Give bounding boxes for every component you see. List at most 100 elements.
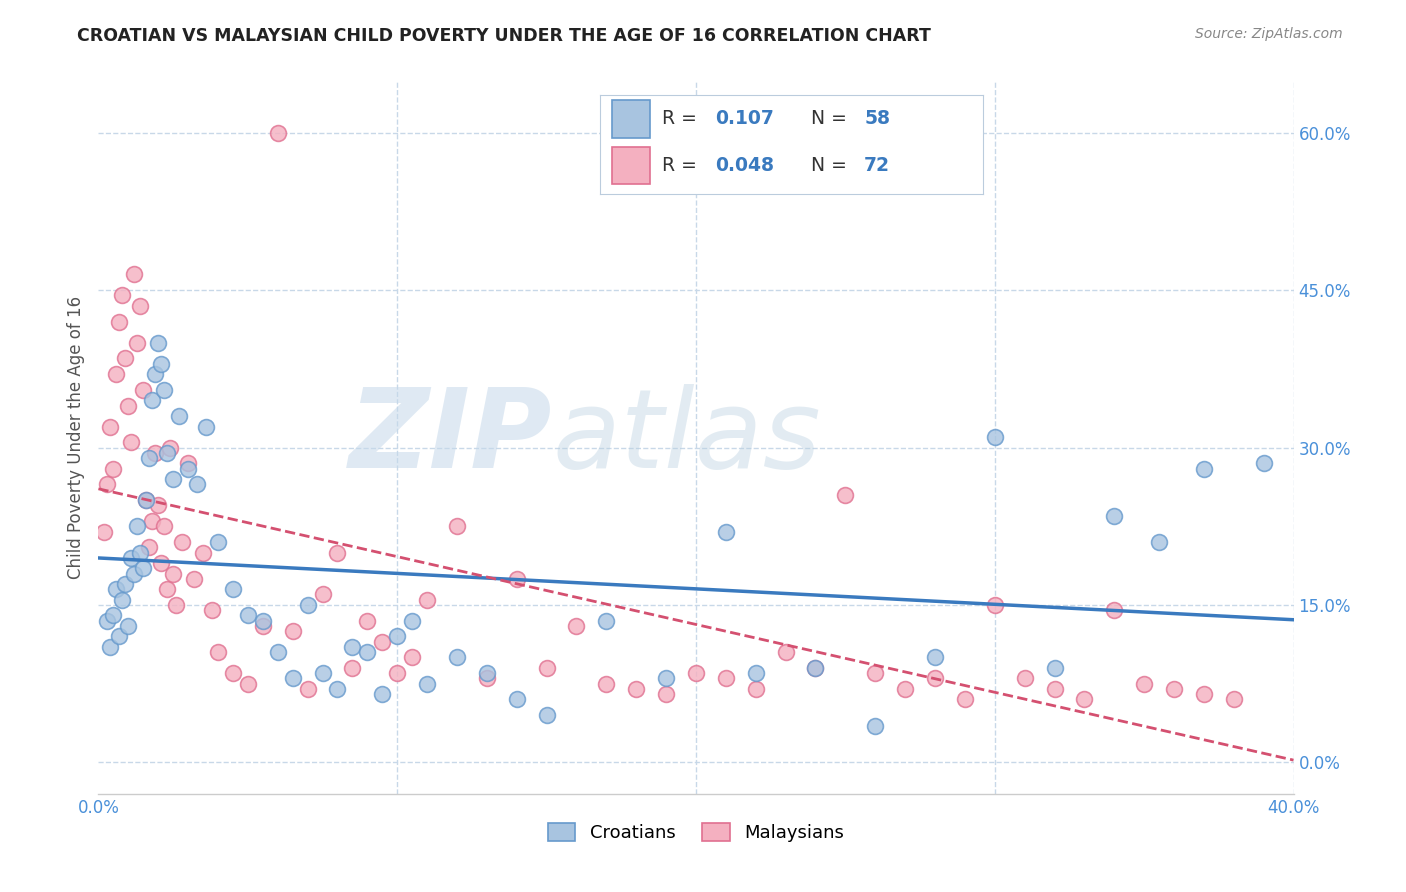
Point <box>775 645 797 659</box>
Point <box>1192 461 1215 475</box>
Point <box>371 687 394 701</box>
Point <box>98 419 122 434</box>
Point <box>446 650 468 665</box>
Point <box>114 577 136 591</box>
Point <box>103 608 125 623</box>
Point <box>1147 535 1170 549</box>
Text: CROATIAN VS MALAYSIAN CHILD POVERTY UNDER THE AGE OF 16 CORRELATION CHART: CROATIAN VS MALAYSIAN CHILD POVERTY UNDE… <box>77 27 931 45</box>
Point <box>475 666 498 681</box>
Point <box>745 681 768 696</box>
Point <box>924 650 946 665</box>
Point <box>222 666 245 681</box>
Point <box>685 666 707 681</box>
Point <box>124 566 146 581</box>
Point <box>356 645 378 659</box>
Point <box>96 614 118 628</box>
Point <box>150 556 173 570</box>
Point <box>127 335 149 350</box>
Point <box>536 708 558 723</box>
Point <box>252 614 274 628</box>
Point <box>311 587 333 601</box>
Point <box>156 582 179 597</box>
Point <box>297 598 319 612</box>
Text: ZIP: ZIP <box>349 384 553 491</box>
Point <box>1192 687 1215 701</box>
Point <box>385 666 409 681</box>
Point <box>655 687 678 701</box>
Point <box>714 524 737 539</box>
Point <box>804 661 827 675</box>
Point <box>138 541 160 555</box>
Point <box>186 477 208 491</box>
Point <box>111 288 134 302</box>
Point <box>655 672 678 686</box>
Point <box>148 498 170 512</box>
Point <box>96 477 118 491</box>
Point <box>135 493 157 508</box>
Legend: Croatians, Malaysians: Croatians, Malaysians <box>541 815 851 849</box>
Point <box>342 640 364 654</box>
Point <box>371 634 394 648</box>
Point <box>143 367 166 381</box>
Point <box>1043 681 1066 696</box>
Point <box>177 456 200 470</box>
Point <box>714 672 737 686</box>
Text: atlas: atlas <box>553 384 821 491</box>
Y-axis label: Child Poverty Under the Age of 16: Child Poverty Under the Age of 16 <box>66 295 84 579</box>
Point <box>103 461 125 475</box>
Point <box>138 451 160 466</box>
Point <box>132 561 155 575</box>
Point <box>120 550 142 565</box>
Point <box>183 572 205 586</box>
Point <box>1043 661 1066 675</box>
Point <box>162 566 184 581</box>
Point <box>177 461 200 475</box>
Point <box>153 383 176 397</box>
Point <box>172 535 194 549</box>
Point <box>162 472 184 486</box>
Point <box>506 572 529 586</box>
Point <box>141 393 163 408</box>
Point <box>111 592 134 607</box>
Point <box>1253 456 1275 470</box>
Point <box>342 661 364 675</box>
Point <box>207 645 229 659</box>
Point <box>536 661 558 675</box>
Point <box>924 672 946 686</box>
Point <box>129 545 152 559</box>
Point <box>156 446 179 460</box>
Text: Source: ZipAtlas.com: Source: ZipAtlas.com <box>1195 27 1343 41</box>
Point <box>105 582 128 597</box>
Point <box>132 383 155 397</box>
Point <box>120 435 142 450</box>
Point <box>124 268 146 282</box>
Point <box>105 367 128 381</box>
Point <box>98 640 122 654</box>
Point <box>135 493 157 508</box>
Point <box>475 672 498 686</box>
Point <box>108 315 131 329</box>
Point <box>326 681 349 696</box>
Point <box>834 488 856 502</box>
Point <box>117 619 139 633</box>
Point <box>595 614 617 628</box>
Point <box>236 676 259 690</box>
Point <box>385 630 409 644</box>
Point <box>207 535 229 549</box>
Point <box>167 409 190 423</box>
Point <box>804 661 827 675</box>
Point <box>108 630 131 644</box>
Point <box>416 592 439 607</box>
Point <box>356 614 378 628</box>
Point <box>1073 692 1095 706</box>
Point <box>201 603 224 617</box>
Point <box>127 519 149 533</box>
Point <box>165 598 187 612</box>
Point <box>865 719 887 733</box>
Point <box>297 681 319 696</box>
Point <box>894 681 917 696</box>
Point <box>1104 508 1126 523</box>
Point <box>129 299 152 313</box>
Point <box>143 446 166 460</box>
Point <box>506 692 529 706</box>
